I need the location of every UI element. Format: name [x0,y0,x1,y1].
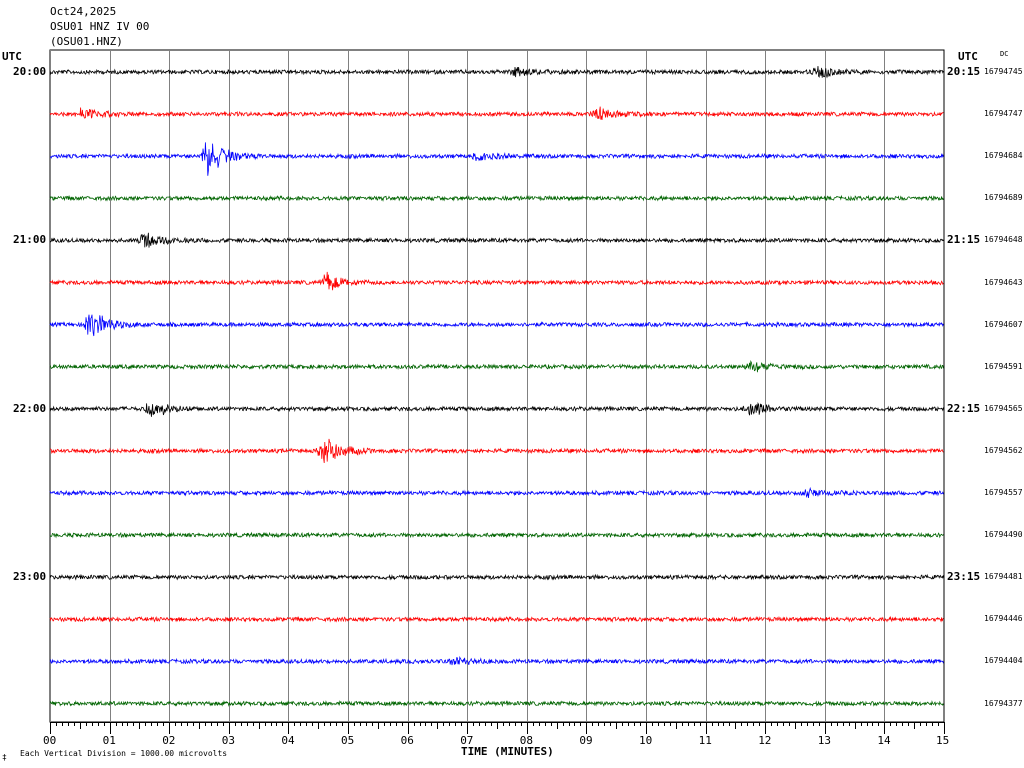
dc-offset-label: 16794591 [984,361,1023,371]
seismic-trace-row-11 [49,531,944,539]
utc-left-label: UTC [2,50,22,63]
dc-label: DC [1000,50,1009,58]
dc-offset-label: 16794643 [984,277,1023,287]
left-time-label: 23:00 [13,570,47,584]
plot-frame [49,49,945,723]
seismic-trace-row-12 [49,573,944,581]
dc-offset-label: 16794481 [984,572,1023,582]
dc-offset-label: 16794557 [984,488,1023,497]
dc-offset-label: 16794562 [984,445,1023,455]
dc-offset-label: 16794565 [984,403,1023,413]
seismic-trace-row-7 [49,360,944,373]
utc-right-label: UTC [958,50,978,63]
dc-offset-label: 16794377 [984,698,1023,708]
left-time-label: 20:00 [13,65,47,78]
x-tick-label: 14 [877,734,891,747]
x-tick-label: 05 [341,734,355,747]
seismic-trace-row-6 [49,314,944,337]
header-date: Oct24,2025 [50,5,117,18]
left-time-label: 21:00 [13,233,47,247]
x-tick-label: 13 [817,734,832,747]
seismic-trace-row-5 [49,271,944,291]
dc-offset-label: 16794446 [984,614,1023,624]
right-time-label: 23:15 [947,570,981,584]
left-time-label: 22:00 [13,401,47,415]
footer-scale-note: Each Vertical Division = 1000.00 microvo… [20,749,228,758]
dc-offset-label: 16794607 [984,319,1023,329]
x-tick-label: 09 [579,734,593,747]
seismic-trace-row-8 [49,402,944,417]
seismic-trace-row-0 [49,66,944,79]
x-tick-label: 08 [519,734,534,747]
seismic-trace-row-1 [49,106,944,121]
x-tick-label: 12 [758,734,772,747]
right-time-label: 21:15 [947,233,981,247]
right-time-label: 20:15 [947,65,981,78]
x-tick-label: 07 [460,734,474,747]
seismic-trace-row-2 [49,142,944,176]
seismic-trace-row-13 [49,615,944,623]
dc-offset-label: 16794689 [984,193,1023,203]
header-station: OSU01 HNZ IV 00 [50,20,150,33]
seismic-trace-row-14 [49,655,944,666]
dc-offset-label: 16794490 [984,530,1023,540]
seismic-trace-row-10 [49,486,944,499]
x-tick-label: 01 [102,734,116,747]
seismic-trace-row-4 [49,232,944,248]
dc-offset-label: 16794747 [984,109,1023,119]
dc-offset-label: 16794684 [984,151,1023,161]
x-tick-label: 06 [400,734,414,747]
dc-offset-label: 16794648 [984,235,1023,245]
x-tick-label: 03 [221,734,236,747]
seismic-trace-row-3 [49,194,944,202]
header-channel: (OSU01.HNZ) [50,35,123,48]
x-axis-title: TIME (MINUTES) [461,745,554,758]
right-time-label: 22:15 [947,401,981,415]
seismic-trace-row-9 [49,438,944,464]
footer-mark: ‡ [2,753,7,762]
x-tick-label: 04 [281,734,295,747]
x-tick-label: 15 [936,734,950,747]
x-tick-label: 11 [698,734,712,747]
seismic-trace-row-15 [49,700,944,708]
x-tick-label: 02 [162,734,176,747]
dc-offset-label: 16794404 [984,656,1023,666]
dc-offset-label: 16794745 [984,67,1023,76]
x-tick-label: 00 [43,734,57,747]
x-tick-label: 10 [639,734,653,747]
